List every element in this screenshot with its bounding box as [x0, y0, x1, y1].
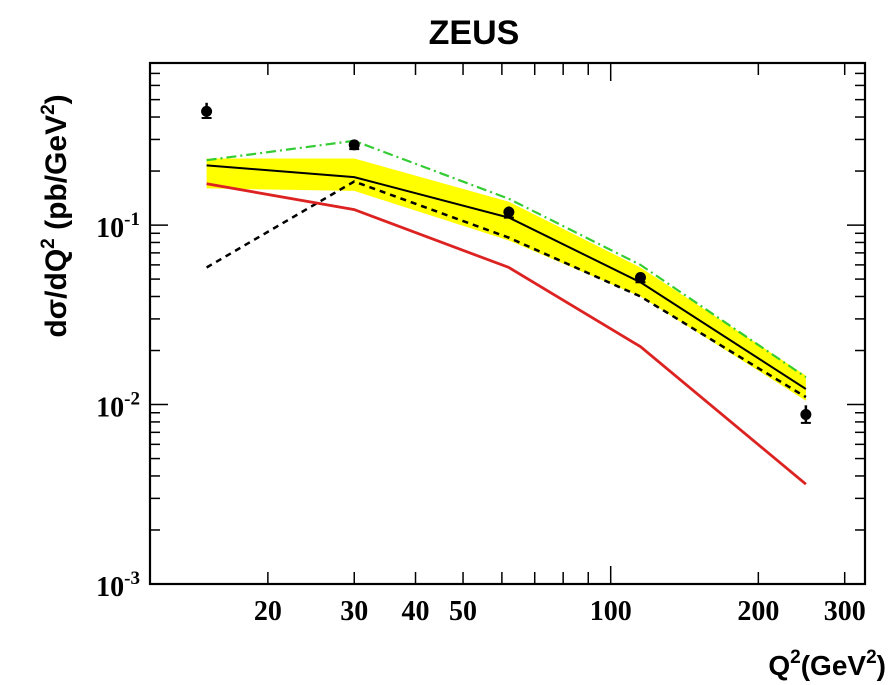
series-dashdot-line	[206, 139, 807, 379]
series-dashed-line	[205, 180, 807, 399]
x-tick-label: 40	[402, 596, 430, 627]
x-tick-label: 30	[340, 596, 368, 627]
x-axis-label: Q2(GeV2)	[768, 647, 886, 681]
y-tick-label: 10-3	[96, 568, 140, 603]
y-axis-label: dσ/dQ2 (pb/GeV2)	[38, 94, 73, 337]
x-tick-labels: 20 30 40 50 100 200 300	[254, 596, 866, 627]
x-tick-label: 200	[737, 596, 779, 627]
y-tick-label: 10-1	[96, 209, 140, 244]
uncertainty-band-layer	[206, 158, 806, 401]
series-layer	[205, 139, 807, 486]
y-tick-label: 10-2	[96, 389, 140, 424]
chart-title: ZEUS	[429, 14, 520, 52]
data-point	[503, 206, 515, 218]
data-point	[201, 105, 213, 117]
uncertainty-band	[206, 158, 806, 401]
series-red-line	[206, 182, 807, 486]
x-tick-label: 50	[449, 596, 477, 627]
y-tick-labels: 10-3 10-2 10-1	[96, 209, 140, 603]
data-points-layer	[201, 102, 812, 424]
data-point	[634, 272, 646, 284]
data-point	[800, 408, 812, 420]
x-tick-label: 20	[254, 596, 282, 627]
axis-ticks	[150, 62, 865, 585]
data-point	[348, 139, 360, 151]
x-tick-label: 300	[824, 596, 866, 627]
x-tick-label: 100	[590, 596, 632, 627]
plot-frame	[148, 61, 867, 586]
